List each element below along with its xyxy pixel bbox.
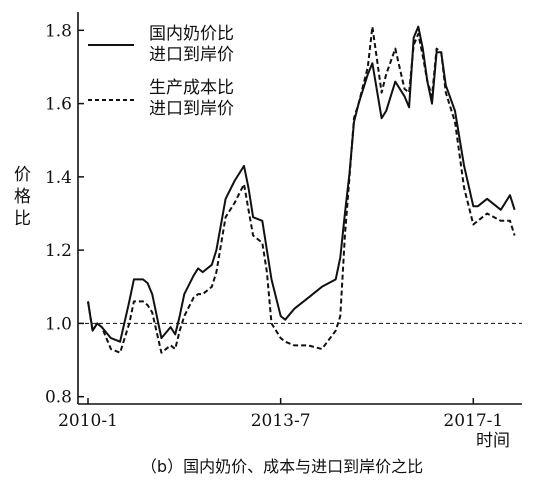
series-layer (87, 25, 516, 354)
series-line-2 (87, 25, 516, 354)
chart-caption: （b）国内奶价、成本与进口到岸价之比 (141, 457, 423, 476)
y-tick-label: 1.4 (45, 168, 72, 188)
y-tick-label: 1.2 (45, 241, 72, 261)
legend-solid-line-1: 国内奶价比 (149, 24, 234, 44)
y-axis-title-char: 价 (14, 165, 31, 185)
x-tick-label: 2013-7 (251, 411, 311, 431)
x-tick-label: 2017-1 (443, 411, 503, 431)
ticks: 0.8 1.0 1.2 1.4 1.6 1.8 2010-1 2013-7 2017-1 (45, 21, 503, 431)
series-line-1 (87, 25, 516, 343)
y-axis-title-char: 比 (14, 209, 31, 229)
y-tick-label: 0.8 (45, 388, 72, 408)
x-axis-title: 时间 (476, 431, 510, 451)
y-tick-label: 1.0 (45, 314, 72, 334)
x-tick-label: 2010-1 (58, 411, 118, 431)
legend: 国内奶价比 进口到岸价 生产成本比 进口到岸价 (88, 24, 234, 119)
legend-dashed-line-1: 生产成本比 (149, 78, 234, 98)
y-axis-title: 价格比 (14, 165, 31, 229)
y-axis-title-char: 格 (14, 187, 31, 207)
legend-solid-line-2: 进口到岸价 (149, 45, 234, 65)
axes (77, 12, 522, 405)
legend-dashed-line-2: 进口到岸价 (149, 99, 234, 119)
y-tick-label: 1.8 (45, 21, 72, 41)
y-tick-label: 1.6 (45, 95, 72, 115)
